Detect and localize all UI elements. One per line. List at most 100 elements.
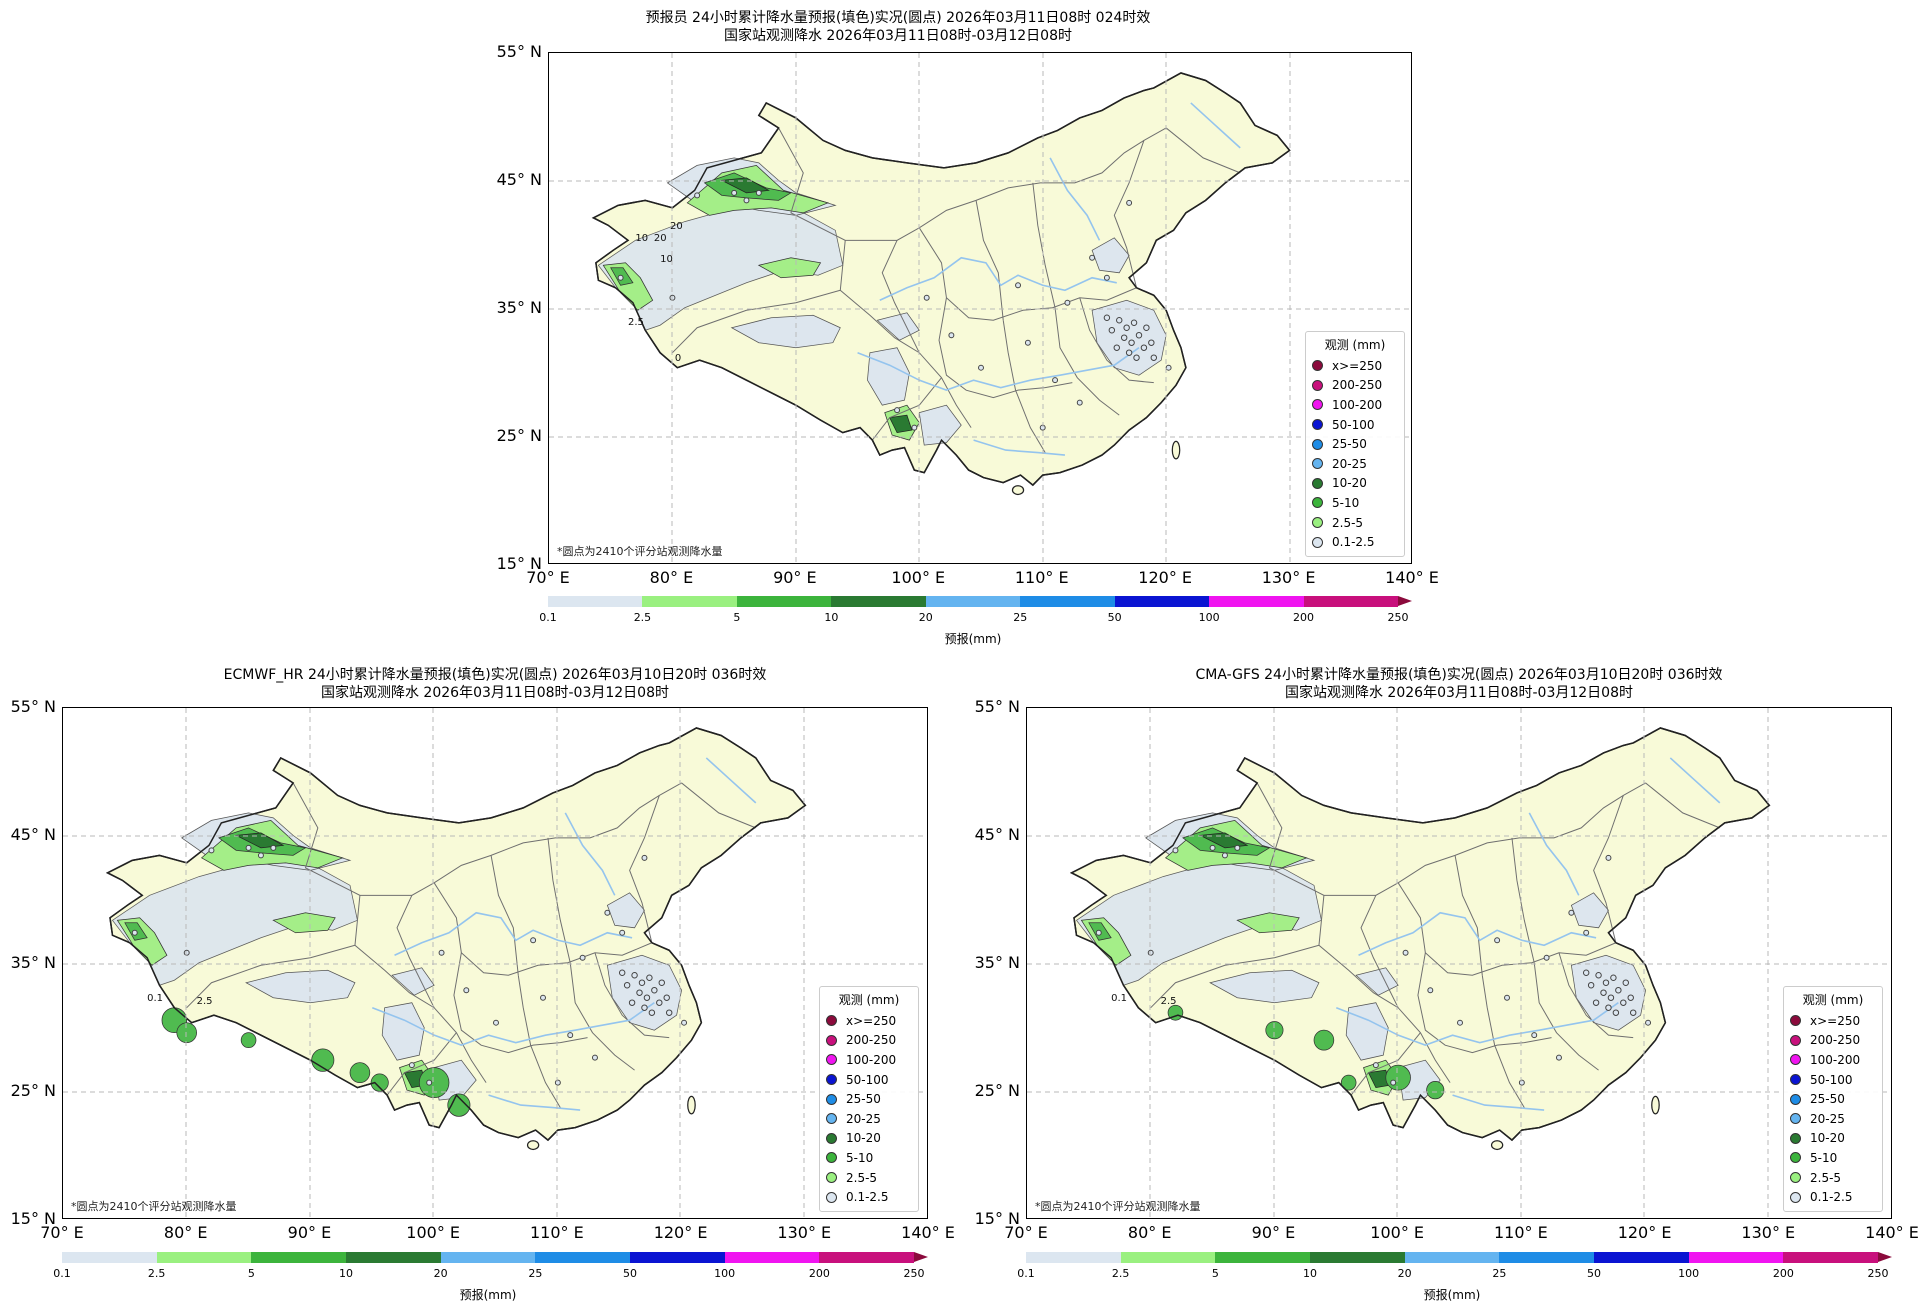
lon-tick-label: 130° E: [1261, 568, 1316, 587]
legend-label: 0.1-2.5: [1810, 1190, 1853, 1205]
legend-swatch: [1790, 1093, 1801, 1105]
lat-tick-label: 55° N: [10, 697, 56, 716]
legend-swatch: [1312, 438, 1323, 450]
lon-tick-label: 110° E: [529, 1223, 584, 1242]
lat-tick-label: 45° N: [496, 170, 542, 189]
precipitation-map[interactable]: *圆点为2410个评分站观测降水量 观测 (mm) x>=250 200-250 10…: [62, 707, 928, 1219]
lon-tick-label: 100° E: [891, 568, 946, 587]
colorbar-title: 预报(mm): [1423, 1288, 1481, 1302]
legend-item: x>=250: [1312, 356, 1398, 376]
lon-tick-label: 70° E: [40, 1223, 84, 1242]
colorbar-segment: [1020, 596, 1115, 607]
lat-tick-label: 55° N: [974, 697, 1020, 716]
legend-swatch: [1312, 497, 1323, 509]
lon-tick-label: 110° E: [1014, 568, 1069, 587]
legend-swatch: [1790, 1191, 1801, 1203]
precipitation-map[interactable]: *圆点为2410个评分站观测降水量 观测 (mm) x>=250 200-250 10…: [548, 52, 1412, 564]
lat-tick-label: 45° N: [974, 825, 1020, 844]
colorbar-label: 25: [1492, 1267, 1507, 1280]
legend-label: 100-200: [846, 1052, 897, 1067]
colorbar-label: 200: [808, 1267, 830, 1280]
colorbar-segment: [548, 596, 643, 607]
lat-tick-label: 45° N: [10, 825, 56, 844]
lat-tick-label: 35° N: [974, 953, 1020, 972]
lat-tick-label: 35° N: [496, 298, 542, 317]
colorbar-label: 20: [1397, 1267, 1412, 1280]
contour-label: 0: [674, 352, 682, 364]
legend-swatch: [826, 1034, 837, 1046]
legend-label: 2.5-5: [1332, 515, 1364, 530]
colorbar-segment: [629, 1252, 725, 1263]
legend: 观测 (mm) x>=250 200-250 100-200 50-100 25-50 20…: [819, 986, 919, 1212]
panel-title-line1: CMA-GFS 24小时累计降水量预报(填色)实况(圆点) 2026年03月10…: [1195, 667, 1723, 683]
legend-swatch: [826, 1152, 837, 1164]
lon-tick-label: 120° E: [1617, 1223, 1672, 1242]
legend-item: 20-25: [826, 1109, 912, 1129]
legend-label: x>=250: [846, 1013, 897, 1028]
contour-label: 2.5: [1160, 995, 1177, 1007]
colorbar-label: 100: [1198, 611, 1220, 624]
legend-swatch: [1312, 379, 1323, 391]
lon-tick-label: 100° E: [406, 1223, 461, 1242]
legend-item: 5-10: [1312, 493, 1398, 513]
legend-label: x>=250: [1332, 358, 1383, 373]
colorbar-segment: [925, 596, 1021, 607]
legend-label: 5-10: [1810, 1150, 1838, 1165]
lon-tick-label: 100° E: [1370, 1223, 1425, 1242]
legend-swatch: [1312, 477, 1323, 489]
legend-label: 20-25: [1332, 456, 1367, 471]
colorbar-segment: [1120, 1252, 1216, 1263]
colorbar-label: 250: [1867, 1267, 1889, 1280]
legend-label: 100-200: [1332, 397, 1383, 412]
legend-item: 25-50: [1312, 434, 1398, 454]
contour-label: 0.1: [147, 992, 164, 1004]
colorbar-strip: [62, 1252, 914, 1263]
legend: 观测 (mm) x>=250 200-250 100-200 50-100 25-50 20…: [1783, 986, 1883, 1212]
legend-label: 10-20: [1332, 476, 1367, 491]
colorbar-segment: [1593, 1252, 1689, 1263]
lon-tick-label: 120° E: [653, 1223, 708, 1242]
legend-label: 10-20: [846, 1131, 881, 1146]
legend-item: 100-200: [1790, 1050, 1876, 1070]
colorbar-segment: [251, 1252, 346, 1263]
colorbar-label: 5: [733, 611, 741, 624]
legend-label: 0.1-2.5: [846, 1190, 889, 1205]
colorbar-segment: [535, 1252, 630, 1263]
panel-title-line2: 国家站观测降水 2026年03月11日08时-03月12日08时: [723, 28, 1073, 44]
legend-item: 50-100: [1312, 415, 1398, 435]
legend-swatch: [1790, 1152, 1801, 1164]
legend-title: 观测 (mm): [838, 993, 900, 1007]
precipitation-map[interactable]: *圆点为2410个评分站观测降水量 观测 (mm) x>=250 200-250 10…: [1026, 707, 1892, 1219]
colorbar-label: 200: [1772, 1267, 1794, 1280]
colorbar-label: 5: [1211, 1267, 1219, 1280]
colorbar-label: 25: [528, 1267, 543, 1280]
colorbar-segment: [1783, 1252, 1878, 1263]
footnote: *圆点为2410个评分站观测降水量: [1035, 1200, 1201, 1213]
legend-label: 50-100: [846, 1072, 889, 1087]
colorbar-extend-arrow: [1878, 1252, 1892, 1262]
lon-tick-label: 80° E: [163, 1223, 208, 1242]
colorbar-segment: [156, 1252, 252, 1263]
legend-item: 10-20: [826, 1129, 912, 1149]
legend-swatch: [1312, 536, 1323, 548]
legend-label: 200-250: [1810, 1033, 1861, 1048]
colorbar-segment: [1114, 596, 1210, 607]
colorbar-segment: [345, 1252, 441, 1263]
colorbar-label: 250: [903, 1267, 925, 1280]
legend-item: 100-200: [1312, 395, 1398, 415]
legend-swatch: [826, 1191, 837, 1203]
colorbar-segment: [1499, 1252, 1594, 1263]
legend-item: 25-50: [1790, 1089, 1876, 1109]
lon-tick-label: 130° E: [777, 1223, 832, 1242]
contour-label: 2.5: [627, 316, 644, 328]
colorbar-label: 20: [918, 611, 933, 624]
legend-swatch: [826, 1113, 837, 1125]
footnote: *圆点为2410个评分站观测降水量: [71, 1200, 237, 1213]
legend-swatch: [1790, 1054, 1801, 1066]
legend-swatch: [1790, 1113, 1801, 1125]
legend-label: 25-50: [846, 1092, 881, 1107]
lon-tick-label: 90° E: [773, 568, 817, 587]
legend-item: 5-10: [1790, 1148, 1876, 1168]
legend-item: x>=250: [1790, 1011, 1876, 1031]
